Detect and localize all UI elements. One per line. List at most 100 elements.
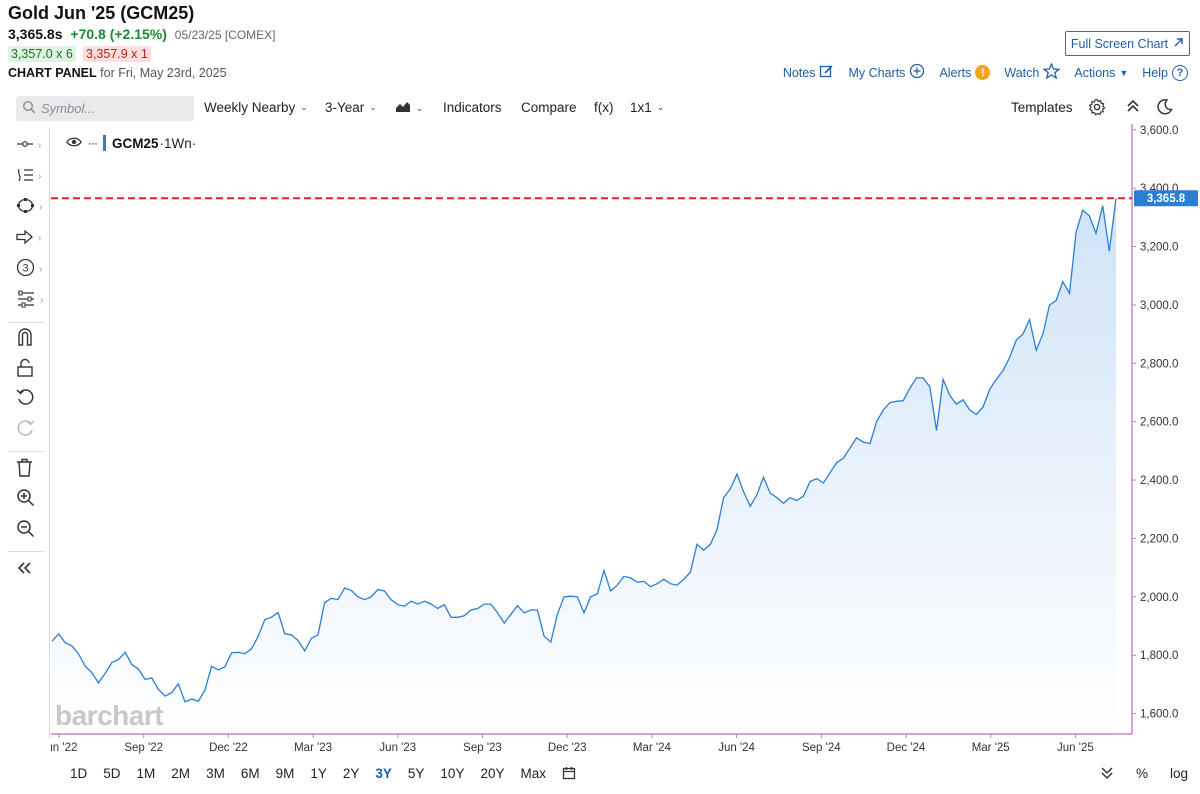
y-tick-label: 3,200.0 [1140, 242, 1178, 254]
magnet-tool[interactable] [16, 327, 46, 349]
moon-icon [1156, 98, 1173, 118]
help-link[interactable]: Help ? [1142, 64, 1188, 81]
period-1y[interactable]: 1Y [310, 766, 327, 781]
chart-area[interactable]: 1,600.0 1,800.0 2,000.0 2,200.0 2,400.0 2,600… [51, 124, 1200, 764]
actions-menu[interactable]: Actions ▼ [1074, 66, 1128, 80]
zoom-out-icon [16, 519, 35, 541]
scale-options: % log [1100, 766, 1188, 783]
chevron-right-icon: › [38, 232, 42, 244]
actions-label: Actions [1074, 65, 1116, 80]
line-segment-icon [16, 137, 34, 153]
period-5d[interactable]: 5D [103, 766, 121, 781]
legend-interval: ·1Wn· [159, 135, 197, 151]
percent-toggle[interactable]: % [1135, 766, 1148, 781]
x-tick-label: Dec '23 [548, 742, 587, 754]
period-5y[interactable]: 5Y [407, 766, 425, 781]
compare-button[interactable]: Compare [521, 100, 577, 115]
my-charts-label: My Charts [848, 65, 906, 80]
watch-link[interactable]: Watch [1004, 62, 1062, 82]
price-line [51, 198, 1117, 703]
fibonacci-icon [16, 166, 34, 187]
eye-icon[interactable] [66, 136, 82, 151]
period-max[interactable]: Max [520, 766, 546, 781]
full-screen-chart-button[interactable]: Full Screen Chart [1065, 31, 1190, 56]
period-2y[interactable]: 2Y [342, 766, 360, 781]
chevron-down-icon: ⌄ [369, 102, 377, 112]
period-9m[interactable]: 9M [275, 766, 295, 781]
period-3m[interactable]: 3M [206, 766, 225, 781]
star-icon [1042, 62, 1062, 82]
chart-type-dropdown[interactable]: ⌄ [395, 100, 424, 116]
chevron-right-icon: › [38, 170, 42, 182]
period-2m[interactable]: 2M [171, 766, 191, 781]
collapse-rail-button[interactable] [16, 558, 46, 580]
period-10y[interactable]: 10Y [440, 766, 465, 781]
collapse-button[interactable] [1126, 98, 1140, 117]
help-label: Help [1142, 65, 1168, 80]
panel-date: for Fri, May 23rd, 2025 [100, 66, 227, 80]
function-button[interactable]: f(x) [594, 100, 614, 115]
search-icon [22, 100, 36, 117]
fib-tool[interactable]: › [16, 165, 46, 187]
y-tick-label: 3,000.0 [1140, 300, 1178, 312]
undo-button[interactable] [16, 388, 46, 410]
function-label: f(x) [594, 100, 614, 115]
chevron-right-icon: › [40, 294, 44, 306]
delete-button[interactable] [16, 458, 46, 480]
layout-label: 1x1 [630, 100, 652, 115]
shape-tool[interactable]: › [16, 196, 46, 218]
period-1d[interactable]: 1D [70, 766, 88, 781]
period-1m[interactable]: 1M [136, 766, 156, 781]
nearby-dropdown[interactable]: Weekly Nearby ⌄ [204, 100, 308, 115]
rail-divider [8, 451, 44, 452]
price-chart[interactable]: 1,600.0 1,800.0 2,000.0 2,200.0 2,400.0 2,600… [51, 124, 1200, 764]
period-20y[interactable]: 20Y [480, 766, 505, 781]
price-area-fill [52, 198, 1116, 734]
period-3y[interactable]: 3Y [375, 766, 392, 781]
arrow-tool[interactable]: › [16, 227, 46, 249]
settings-button[interactable] [1088, 98, 1106, 119]
y-tick-label: 2,000.0 [1140, 592, 1178, 604]
symbol-search-input[interactable]: Symbol... [16, 96, 194, 121]
barchart-watermark: barchart [55, 700, 164, 731]
chart-legend: ··· GCM25 ·1Wn· [66, 135, 196, 151]
y-tick-label: 2,800.0 [1140, 358, 1178, 370]
drawing-tools-rail: › › › › 3 › › [0, 128, 50, 738]
magnet-icon [16, 327, 34, 349]
price-line: 3,365.8s +70.8 (+2.15%) 05/23/25 [COMEX] [8, 26, 276, 42]
more-icon[interactable]: ··· [88, 136, 98, 150]
range-dropdown[interactable]: 3-Year ⌄ [325, 100, 377, 115]
line-tool[interactable]: › [16, 134, 46, 156]
redo-button[interactable] [16, 419, 46, 441]
y-tick-label: 1,600.0 [1140, 709, 1178, 721]
chart-toolbar: Symbol... Weekly Nearby ⌄ 3-Year ⌄ ⌄ Ind… [0, 92, 1200, 124]
x-tick-label: Sep '22 [124, 742, 163, 754]
zoom-in-button[interactable] [16, 488, 46, 510]
indicators-button[interactable]: Indicators [443, 100, 502, 115]
help-icon: ? [1172, 64, 1188, 81]
notes-link[interactable]: Notes [783, 64, 835, 82]
templates-button[interactable]: Templates [1011, 100, 1073, 115]
gear-icon [1088, 98, 1106, 119]
zoom-out-button[interactable] [16, 519, 46, 541]
redo-icon [16, 419, 35, 441]
layout-dropdown[interactable]: 1x1 ⌄ [630, 100, 664, 115]
compare-label: Compare [521, 100, 577, 115]
alerts-link[interactable]: Alerts ! [939, 65, 991, 80]
numbered-circle-icon: 3 [16, 258, 35, 280]
period-6m[interactable]: 6M [240, 766, 260, 781]
legend-symbol: GCM25 [112, 135, 159, 151]
series-color-swatch [103, 135, 106, 151]
calendar-icon[interactable] [554, 766, 584, 783]
x-tick-label: Jun '22 [51, 742, 77, 754]
chevron-down-icon: ⌄ [416, 102, 424, 113]
my-charts-link[interactable]: My Charts [848, 63, 925, 82]
x-tick-label: Jun '25 [1057, 742, 1094, 754]
pattern-tool[interactable]: › [16, 289, 46, 311]
log-toggle[interactable]: log [1169, 766, 1188, 781]
count-tool[interactable]: 3 › [16, 258, 46, 280]
shape-icon [16, 196, 35, 218]
lock-tool[interactable] [16, 358, 46, 380]
chevron-double-down-icon[interactable] [1100, 766, 1114, 783]
dark-mode-toggle[interactable] [1156, 98, 1173, 118]
